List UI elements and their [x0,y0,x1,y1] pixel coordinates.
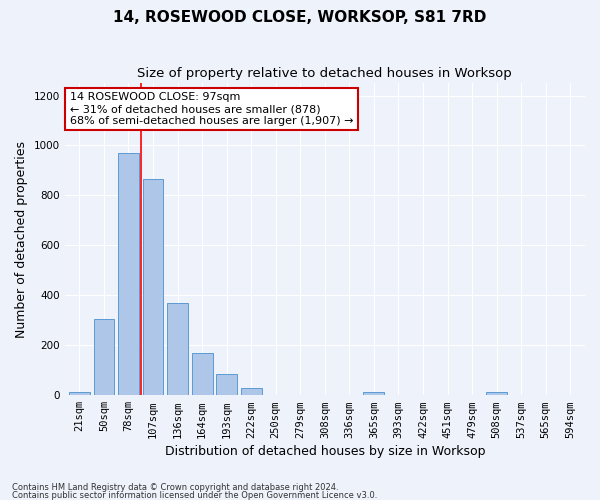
Bar [241,388,262,395]
Bar [486,392,507,395]
Title: Size of property relative to detached houses in Worksop: Size of property relative to detached ho… [137,68,512,80]
Text: Contains public sector information licensed under the Open Government Licence v3: Contains public sector information licen… [12,490,377,500]
Bar [118,153,139,395]
X-axis label: Distribution of detached houses by size in Worksop: Distribution of detached houses by size … [164,444,485,458]
Text: 14, ROSEWOOD CLOSE, WORKSOP, S81 7RD: 14, ROSEWOOD CLOSE, WORKSOP, S81 7RD [113,10,487,25]
Y-axis label: Number of detached properties: Number of detached properties [15,140,28,338]
Bar [216,374,237,395]
Text: 14 ROSEWOOD CLOSE: 97sqm
← 31% of detached houses are smaller (878)
68% of semi-: 14 ROSEWOOD CLOSE: 97sqm ← 31% of detach… [70,92,353,126]
Bar [94,319,115,395]
Bar [191,352,212,395]
Bar [143,179,163,395]
Bar [69,392,90,395]
Bar [167,303,188,395]
Bar [364,392,385,395]
Text: Contains HM Land Registry data © Crown copyright and database right 2024.: Contains HM Land Registry data © Crown c… [12,484,338,492]
